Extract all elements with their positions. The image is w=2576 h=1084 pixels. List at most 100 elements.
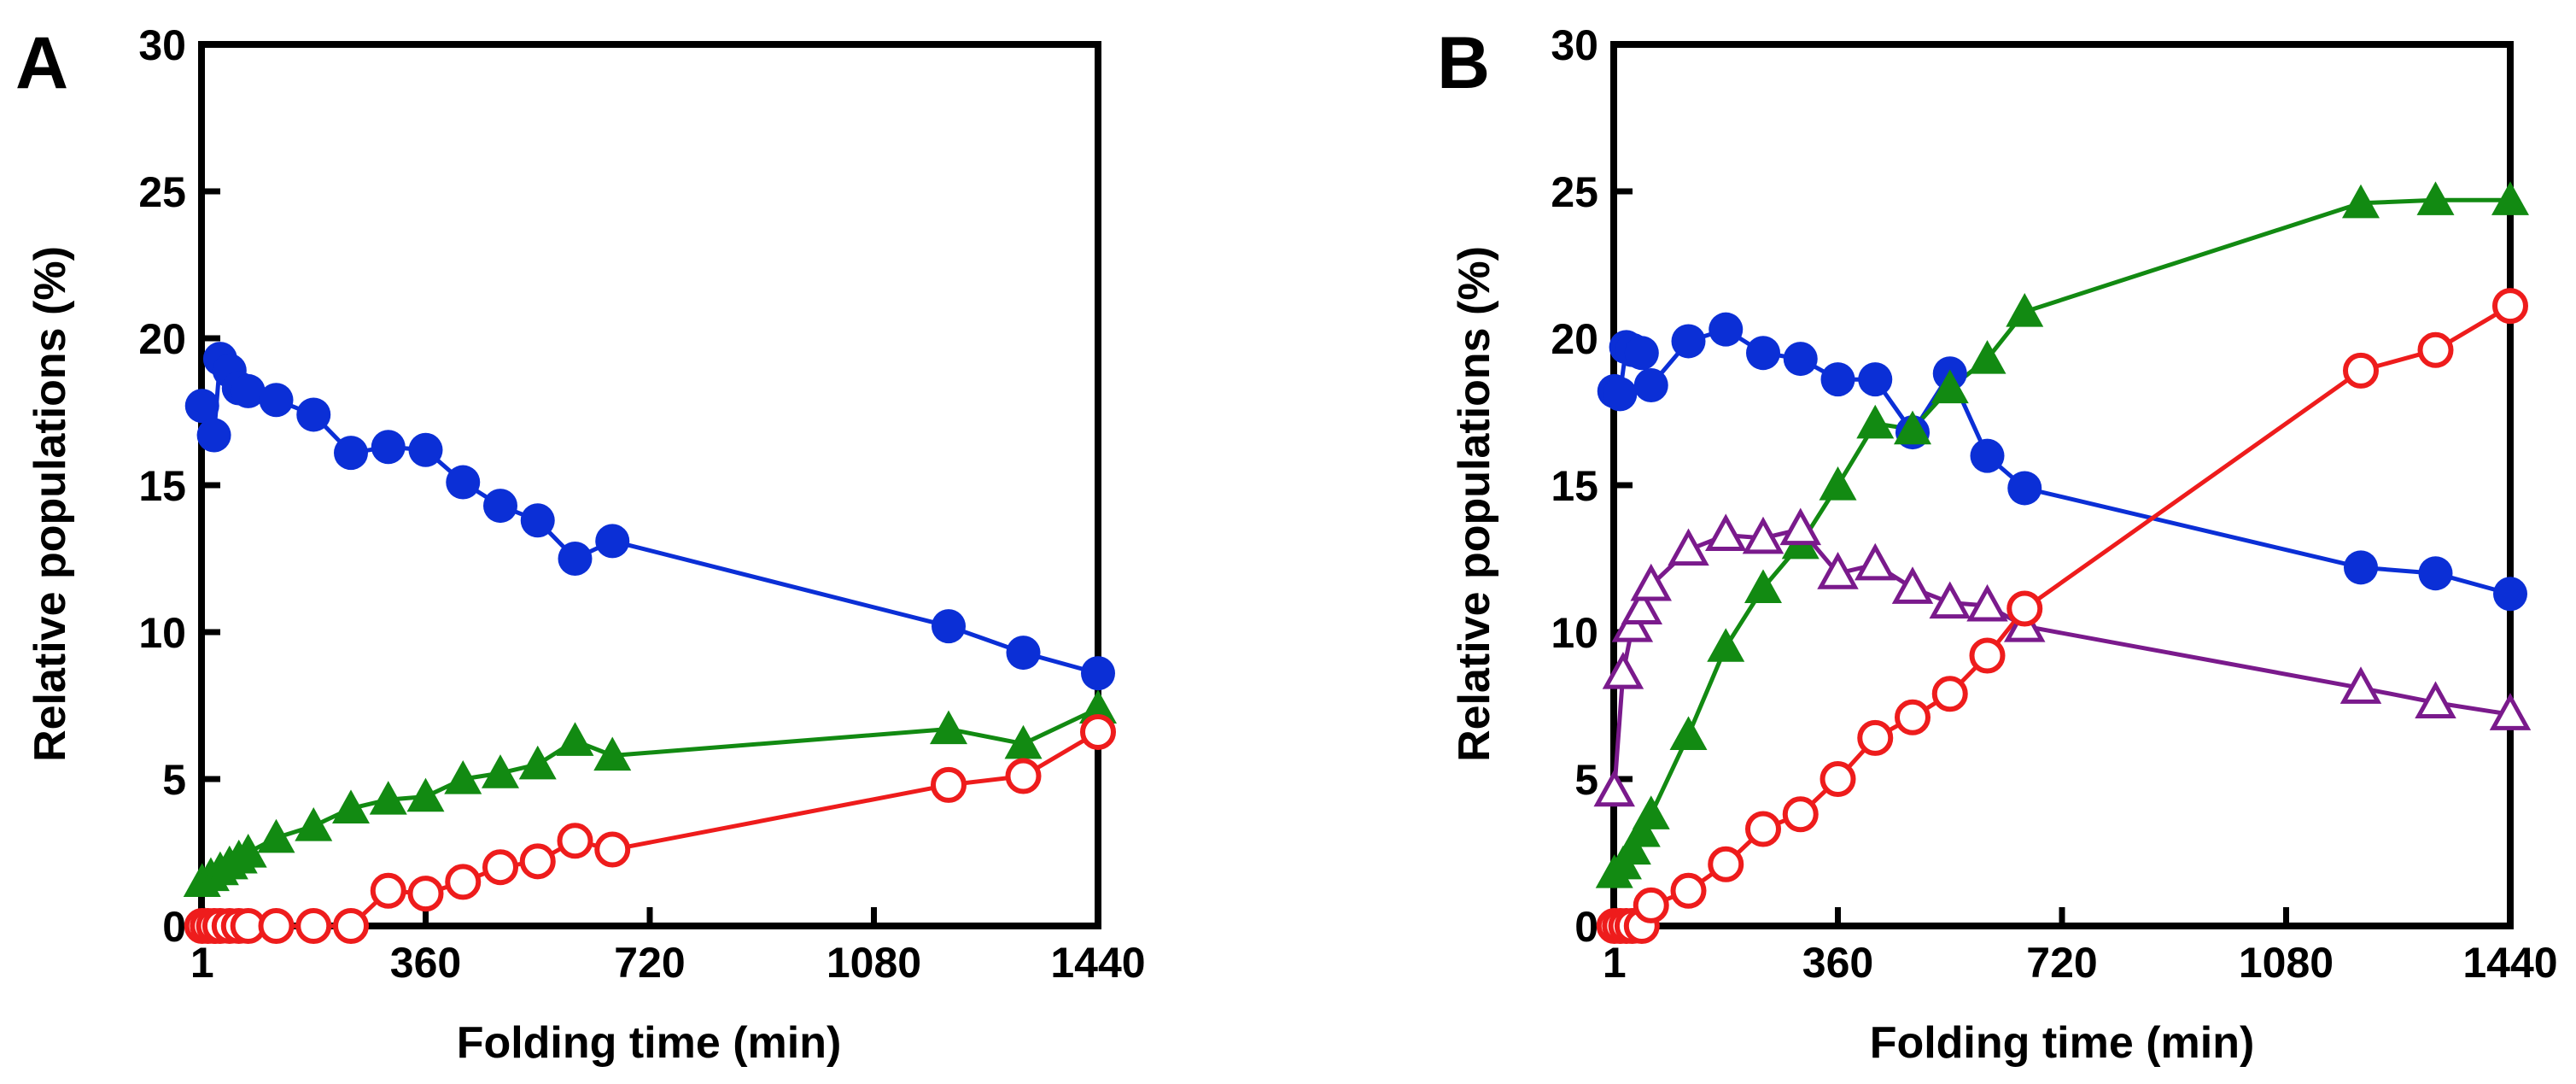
panel-a-y-tick-label: 5: [162, 756, 186, 804]
panel-a-series-1-point: [482, 754, 519, 788]
panel-b-series-3-point: [1745, 811, 1781, 847]
panel-b-series-2-point: [1668, 528, 1709, 566]
panel-a-series-2-point: [482, 849, 518, 886]
panel-b-x-tick-label: 1: [1603, 939, 1627, 987]
panel-b-series-1-point: [2491, 181, 2529, 215]
panel-a-x-tick-label: 1440: [1050, 939, 1145, 987]
panel-b-series-0-point: [2493, 577, 2527, 612]
panel-a-series-1-point: [593, 736, 632, 771]
panel-a-series-1-point: [556, 722, 594, 756]
panel-b-series-3-point: [2417, 331, 2454, 368]
panel-b-series-2-point: [1891, 566, 1934, 604]
panel-b-series-1-point: [1622, 812, 1661, 847]
panel-b-series-0-markers: [1597, 312, 2527, 612]
panel-b-series-1-point: [1856, 404, 1895, 439]
panel-b-series-1-point: [1819, 466, 1857, 501]
panel-a-series-0-point: [483, 489, 517, 524]
panel-a-series-0-point: [334, 436, 368, 471]
panel-a-series-0-point: [446, 465, 481, 500]
panel-b-series-2-point: [1779, 507, 1821, 546]
panel-b-series-3-point: [1857, 719, 1894, 756]
panel-a-series-0-point: [259, 383, 294, 418]
panel-a-x-tick-label: 360: [390, 939, 461, 987]
panel-a-series-2-point: [931, 766, 967, 803]
panel-b-series-3-point: [1782, 796, 1819, 833]
panel-a-x-axis-title: Folding time (min): [457, 1018, 842, 1068]
panel-a-series-0-point: [558, 542, 593, 576]
panel-b-series-2-point: [2415, 681, 2456, 719]
panel-b-series-2-markers: [1593, 507, 2532, 807]
panel-a-series-0-point: [408, 432, 443, 467]
panel-b-y-tick-label: 10: [1551, 609, 1598, 657]
panel-b-series-1-point: [2416, 181, 2455, 215]
panel-b-series-1-point: [1632, 795, 1670, 829]
panel-a-y-tick-label: 15: [138, 462, 186, 510]
panel-b-series-2-point: [2489, 693, 2532, 730]
panel-b-series-1-point: [1931, 369, 1969, 404]
panel-a-plot-area: 0 5 10 15 20 25 30 1 360 720 1080 1440: [138, 21, 1145, 987]
panel-b-y-axis-title: Relative populations (%): [1450, 246, 1499, 762]
panel-a-series-0-point: [184, 389, 219, 424]
panel-b-x-tick-label: 1440: [2462, 939, 2557, 987]
panel-b-letter: B: [1437, 22, 1490, 104]
panel-b-series-2-point: [2339, 666, 2382, 704]
panel-a-series-2-point: [370, 872, 406, 909]
panel-b-series-0-point: [1671, 324, 1706, 359]
panel-b-series-1-point: [2006, 293, 2044, 327]
panel-b-series-3-point: [1633, 887, 1669, 923]
panel-a-series-2-point: [333, 908, 369, 944]
panel-b-series-3-point: [1708, 846, 1744, 882]
panel-a-series-1-point: [229, 834, 267, 868]
panel-a-series-2-point: [519, 843, 556, 880]
panel-a-series-0-point: [1006, 636, 1041, 671]
panel-b-series-1-point: [1613, 830, 1651, 865]
panel-a-x-tick-label: 720: [614, 939, 685, 987]
panel-a-y-tick-label: 10: [138, 609, 186, 657]
panel-b-series-3-point: [1969, 637, 2006, 674]
panel-b-plot-area: 0 5 10 15 20 25 30 1 360 720 1080 1440: [1551, 21, 2557, 987]
panel-b-x-tick-label: 1080: [2239, 939, 2334, 987]
panel-b-series-1-point: [2342, 184, 2380, 219]
panel-b-series-3-point: [2006, 590, 2043, 627]
panel-a-x-tick-label: 1: [190, 939, 214, 987]
panel-b-series-2-point: [1966, 583, 2008, 622]
panel-a-series-2-point: [407, 876, 444, 912]
panel-b-series-3-point: [1670, 872, 1707, 909]
panel-a-series-2-markers: [184, 713, 1116, 944]
panel-b: B 0 5 10 15 20 25 30 1 360 720 1080 1440 Folding ti…: [1437, 21, 2558, 1068]
panel-b-series-1-markers: [1595, 181, 2529, 888]
panel-b-series-0-point: [1603, 377, 1638, 412]
panel-b-series-2-point: [1742, 516, 1785, 554]
panel-a-series-1-point: [1079, 689, 1117, 724]
panel-a-series-2-point: [258, 908, 295, 944]
panel-b-series-0-point: [1709, 312, 1744, 347]
panel-b-series-3-point: [2492, 288, 2528, 325]
panel-b-series-3-point: [1895, 699, 1931, 735]
panel-b-y-tick-label: 20: [1551, 315, 1598, 363]
panel-a-series-2-point: [1005, 758, 1042, 794]
panel-a-y-tick-label: 25: [138, 168, 186, 216]
panel-a-series-2-point: [1080, 713, 1116, 750]
panel-a-series-0-point: [932, 609, 966, 644]
panel-b-series-0-point: [1820, 362, 1855, 397]
panel-b-series-3-point: [2343, 352, 2379, 389]
panel-b-series-1-point: [1894, 410, 1931, 445]
panel-a-series-0-point: [595, 524, 630, 559]
panel-b-series-3-markers: [1596, 288, 2528, 944]
panel-a-series-1-point: [1004, 724, 1043, 759]
panel-a-series-0-point: [371, 430, 406, 465]
panel-b-series-0-point: [1970, 438, 2005, 473]
panel-b-series-0-point: [2344, 550, 2378, 585]
panel-b-series-2-point: [1855, 542, 1896, 581]
panel-b-series-1-point: [1707, 628, 1745, 662]
panel-b-x-tick-label: 720: [2026, 939, 2097, 987]
panel-a-series-1-point: [444, 760, 482, 794]
panel-b-x-tick-label: 360: [1802, 939, 1873, 987]
panel-b-series-1-point: [1744, 569, 1782, 603]
panel-a-series-0-point: [231, 373, 266, 408]
panel-b-plot-frame: [1610, 41, 2514, 929]
panel-b-series-0-point: [1624, 336, 1659, 371]
panel-a-series-2-point: [557, 823, 593, 859]
panel-b-series-2-point: [1630, 563, 1672, 601]
